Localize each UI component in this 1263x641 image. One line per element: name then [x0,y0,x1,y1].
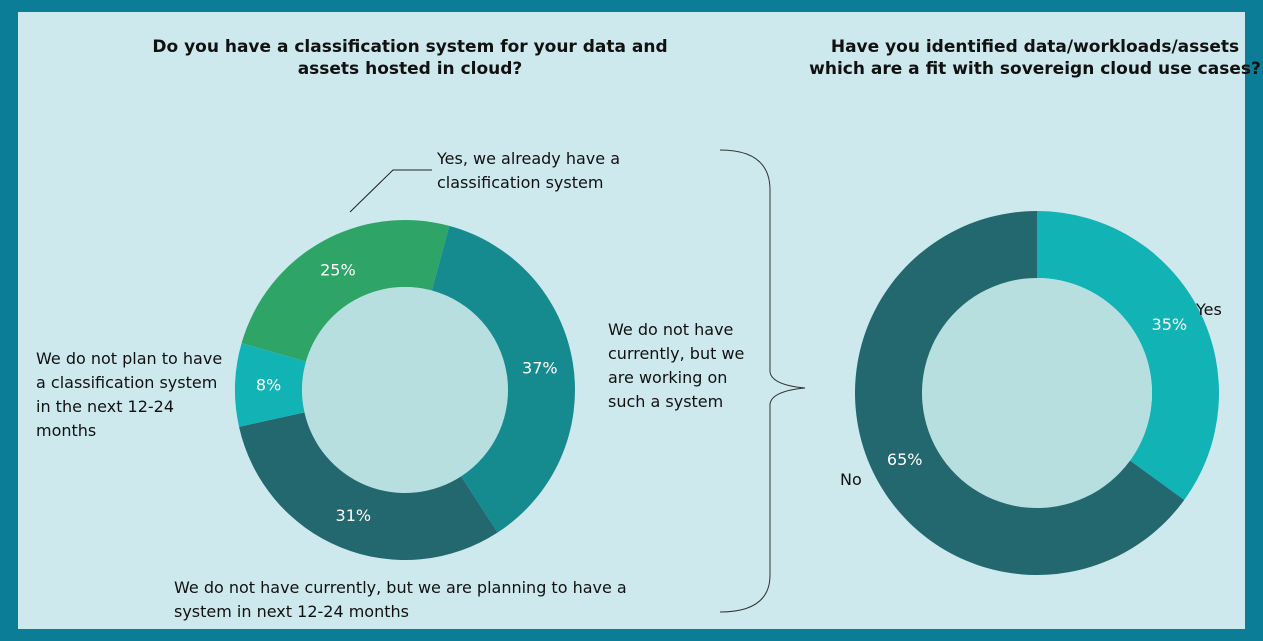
value-label: 37% [522,358,558,377]
slice [234,343,306,427]
slice [241,220,450,362]
slice [1037,211,1219,500]
category-label: We do not have currently, but we are pla… [174,578,627,621]
category-label: We do not have currently, but we are wor… [608,320,745,411]
value-label: 65% [887,450,923,469]
category-label: We do not plan to have a classification … [36,349,223,440]
slice [431,225,575,533]
value-label: 25% [320,261,356,280]
donut-hole [302,287,508,493]
value-label: 31% [336,506,372,525]
category-label: Yes, we already have a classification sy… [437,149,620,192]
category-label: No [840,470,862,489]
chart-title: Have you identified data/workloads/asset… [809,37,1261,79]
chart-title: Do you have a classification system for … [152,37,668,79]
category-label: Yes [1196,300,1222,319]
bracket [719,149,806,613]
slice [855,211,1185,575]
donut-hole [922,278,1152,508]
leader-line [349,169,432,213]
value-label: 8% [256,375,281,394]
slice [239,412,498,560]
value-label: 35% [1152,315,1188,334]
